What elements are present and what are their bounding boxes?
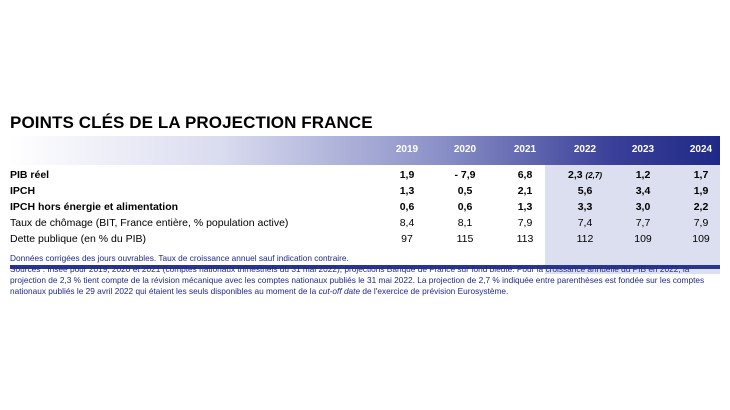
cell: 6,8 [517,169,533,181]
cell: 1,3 [517,201,533,213]
row-label: IPCH [10,185,36,197]
table-row: IPCH hors énergie et alimentation 0,6 0,… [10,200,720,215]
cell: 7,9 [517,217,533,229]
cell: 2,3 (2,7) [555,169,615,181]
row-label: IPCH hors énergie et alimentation [10,201,179,213]
cell: 3,4 [635,185,651,197]
cell: 0,6 [457,201,473,213]
header-year-2020: 2020 [453,144,477,155]
header-year-2022: 2022 [573,144,597,155]
cell: 113 [516,233,534,245]
cell: 1,7 [693,169,709,181]
cell: 5,6 [577,185,593,197]
notes-sources-text: Sources : Insee pour 2019, 2020 et 2021 … [10,264,705,296]
cell: 109 [692,233,710,245]
cell: - 7,9 [454,169,476,181]
row-label: Taux de chômage (BIT, France entière, % … [10,217,289,229]
cell: 2,2 [693,201,709,213]
cell: 7,7 [635,217,651,229]
cell: 97 [401,233,413,245]
table-header: 2019 2020 2021 2022 2023 2024 [10,136,720,165]
notes-sources: Sources : Insee pour 2019, 2020 et 2021 … [10,264,722,297]
notes-sources-end: de l'exercice de prévision Eurosystème. [360,286,509,296]
table-bottom-rule [10,265,720,269]
table-notes: Données corrigées des jours ouvrables. T… [10,253,722,297]
header-year-2021: 2021 [513,144,537,155]
cell: 1,2 [635,169,651,181]
page-title: POINTS CLÉS DE LA PROJECTION FRANCE [10,113,373,132]
header-year-2019: 2019 [395,144,419,155]
table-row: Dette publique (en % du PIB) 97 115 113 … [10,232,720,247]
notes-line-1: Données corrigées des jours ouvrables. T… [10,253,349,263]
projection-table: 2019 2020 2021 2022 2023 2024 PIB réel 1… [10,136,720,274]
cell: 8,4 [399,217,415,229]
projection-shade [545,165,720,274]
cell: 2,1 [517,185,533,197]
cell: 1,3 [399,185,415,197]
table-row: PIB réel 1,9 - 7,9 6,8 2,3 (2,7) 1,2 1,7 [10,168,720,183]
cell: 1,9 [399,169,415,181]
row-label: PIB réel [10,169,50,181]
cell: 112 [576,233,594,245]
table-row: IPCH 1,3 0,5 2,1 5,6 3,4 1,9 [10,184,720,199]
cell: 7,9 [693,217,709,229]
cell-note: (2,7) [585,171,602,180]
cell: 3,0 [635,201,651,213]
cell: 109 [634,233,652,245]
cell: 3,3 [577,201,593,213]
cell: 1,9 [693,185,709,197]
table-body: PIB réel 1,9 - 7,9 6,8 2,3 (2,7) 1,2 1,7… [10,165,720,274]
cell: 8,1 [457,217,473,229]
cell: 0,5 [457,185,473,197]
cell: 0,6 [399,201,415,213]
cell: 115 [456,233,474,245]
notes-cutoff-term: cut-off date [318,286,361,296]
cell: 7,4 [577,217,593,229]
header-year-2024: 2024 [689,144,713,155]
cell-value: 2,3 [568,169,583,181]
row-label: Dette publique (en % du PIB) [10,233,146,245]
table-row: Taux de chômage (BIT, France entière, % … [10,216,720,231]
header-year-2023: 2023 [631,144,655,155]
